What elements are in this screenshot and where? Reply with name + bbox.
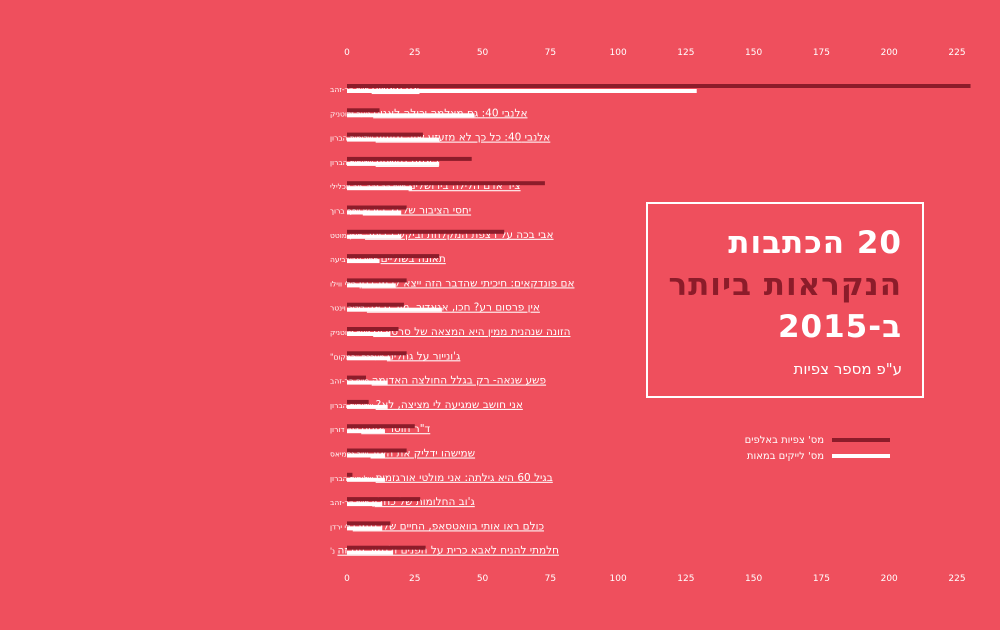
x-tick-label-bottom: 100 bbox=[610, 574, 627, 584]
x-tick-label-top: 150 bbox=[745, 48, 762, 58]
bar-views bbox=[347, 448, 407, 453]
bar-views bbox=[347, 424, 415, 429]
bar-likes bbox=[347, 380, 388, 385]
bar-likes bbox=[347, 453, 385, 458]
bar-likes bbox=[347, 429, 385, 434]
bar-likes bbox=[347, 332, 391, 336]
x-tick-label-top: 225 bbox=[948, 48, 965, 58]
title-line-1: 20 הכתבות bbox=[728, 225, 902, 261]
bar-likes bbox=[347, 161, 440, 166]
bar-likes bbox=[347, 550, 394, 555]
bar-likes bbox=[347, 477, 385, 482]
x-tick-label-top: 75 bbox=[545, 48, 556, 58]
x-tick-label-bottom: 50 bbox=[477, 574, 489, 584]
title-line-3: ב-2015 bbox=[777, 309, 902, 345]
bar-views bbox=[347, 497, 421, 502]
x-tick-label-bottom: 25 bbox=[409, 574, 420, 584]
bar-likes bbox=[347, 186, 413, 191]
title-line-2: הנקראות ביותר bbox=[668, 267, 902, 303]
bar-likes bbox=[347, 502, 383, 507]
legend-item-likes: מס' לייקים במאות bbox=[700, 448, 890, 464]
category-author: נ' bbox=[330, 547, 337, 556]
x-tick-label-bottom: 175 bbox=[813, 574, 830, 584]
bar-views bbox=[347, 472, 353, 477]
bar-views bbox=[347, 156, 472, 161]
bar-views bbox=[347, 521, 391, 526]
bar-views bbox=[347, 254, 440, 259]
legend-label-views: מס' צפיות באלפים bbox=[744, 434, 824, 446]
x-tick-label-top: 100 bbox=[610, 48, 627, 58]
x-tick-label-bottom: 200 bbox=[881, 574, 898, 584]
category-title: אם פונדקאים: חיכיתי שהדבר הזה ייצא לי מה… bbox=[359, 277, 575, 289]
x-tick-label-top: 200 bbox=[881, 48, 898, 58]
bar-likes bbox=[347, 137, 440, 142]
category-title: בגיל 60 היא גילתה: אני מולטי אורגזמית bbox=[376, 472, 553, 484]
x-tick-label-top: 0 bbox=[344, 48, 350, 58]
x-tick-label-bottom: 125 bbox=[677, 574, 694, 584]
bar-views bbox=[347, 205, 407, 210]
legend-swatch-likes bbox=[832, 454, 890, 458]
category-label: אם פונדקאים: חיכיתי שהדבר הזה ייצא לי מה… bbox=[330, 277, 574, 289]
x-tick-label-bottom: 150 bbox=[745, 574, 762, 584]
subtitle: ע"פ מספר צפיות bbox=[793, 360, 902, 378]
bar-views bbox=[347, 229, 505, 234]
bar-views bbox=[347, 181, 545, 186]
legend-item-views: מס' צפיות באלפים bbox=[700, 432, 890, 448]
bar-views bbox=[347, 399, 369, 404]
title-box: 20 הכתבות הנקראות ביותר ב-2015 ע"פ מספר … bbox=[646, 202, 924, 398]
category-title: פשע שנאה- רק בגלל החולצה האדומה bbox=[372, 375, 546, 387]
x-tick-label-top: 25 bbox=[409, 48, 420, 58]
bar-likes bbox=[347, 259, 380, 264]
bar-views bbox=[347, 108, 380, 113]
bar-likes bbox=[347, 234, 402, 239]
bar-views bbox=[347, 327, 399, 331]
bar-views bbox=[347, 132, 423, 137]
bar-likes bbox=[347, 210, 402, 215]
bar-likes bbox=[347, 283, 396, 288]
bar-likes bbox=[347, 356, 391, 361]
x-tick-label-top: 50 bbox=[477, 48, 489, 58]
legend-swatch-views bbox=[832, 438, 890, 442]
x-tick-label-top: 125 bbox=[677, 48, 694, 58]
category-author: דנה דורון bbox=[330, 425, 361, 434]
bar-views bbox=[347, 302, 404, 307]
category-author: רילי ווילו bbox=[330, 279, 359, 288]
bar-views bbox=[347, 375, 366, 380]
bar-likes bbox=[347, 404, 388, 409]
bar-likes bbox=[347, 89, 697, 93]
x-tick-label-bottom: 225 bbox=[948, 574, 965, 584]
bar-likes bbox=[347, 113, 475, 118]
category-title: אני חושב שמגיעה לי מציצה, לא? bbox=[376, 399, 523, 411]
bar-views bbox=[347, 351, 407, 356]
x-tick-label-top: 175 bbox=[813, 48, 830, 58]
bar-likes bbox=[347, 526, 383, 531]
x-tick-label-bottom: 75 bbox=[545, 574, 556, 584]
category-author: יוסף ברוך bbox=[330, 207, 363, 216]
category-title: הזונה שנהנית ממין היא המצאה של סרסורים bbox=[373, 326, 570, 338]
category-title: כולם ראו אותי בוואטסאפ, החיים שלי נגמרו bbox=[353, 520, 544, 532]
legend-label-likes: מס' לייקים במאות bbox=[746, 450, 824, 462]
bar-views bbox=[347, 84, 971, 88]
bar-likes bbox=[347, 307, 442, 312]
category-label: כולם ראו אותי בוואטסאפ, החיים שלי נגמרו … bbox=[330, 520, 544, 532]
category-author: לי ירדן bbox=[330, 522, 353, 531]
bar-views bbox=[347, 278, 407, 283]
bar-views bbox=[347, 545, 426, 550]
x-tick-label-bottom: 0 bbox=[344, 574, 350, 584]
